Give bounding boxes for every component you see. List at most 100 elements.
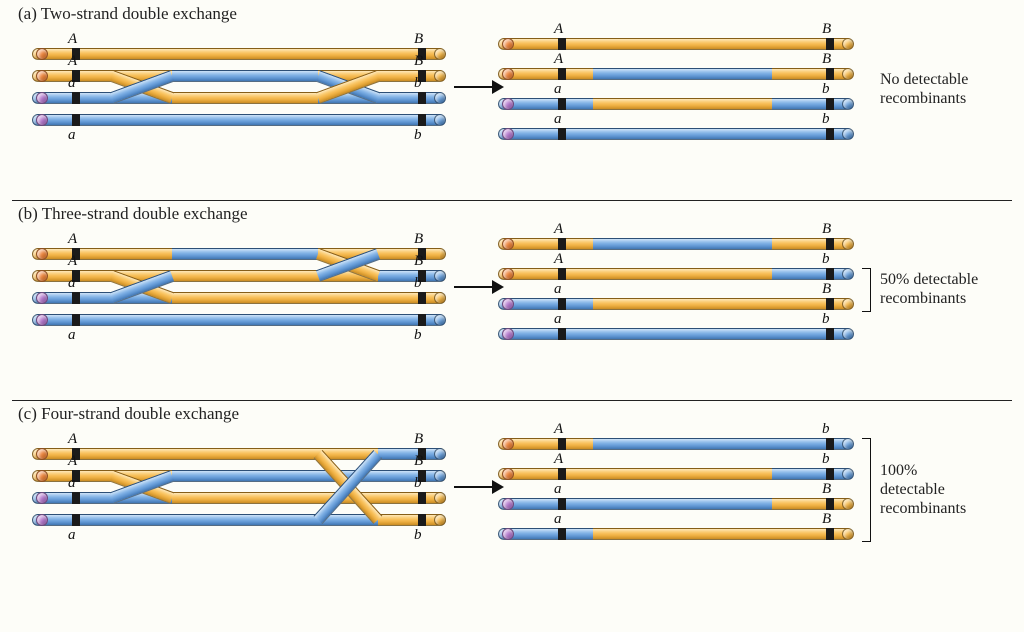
allele-label: b <box>414 475 422 492</box>
allele-label: A <box>68 253 77 270</box>
centromere-bead <box>502 498 514 510</box>
centromere-bead <box>36 92 48 104</box>
locus-B <box>826 238 834 250</box>
allele-label: A <box>554 51 563 68</box>
allele-label: a <box>68 527 76 544</box>
right-chromatid <box>504 38 848 50</box>
centromere-bead <box>502 438 514 450</box>
centromere-bead <box>502 238 514 250</box>
locus-B <box>826 328 834 340</box>
panel-title: (a) Two-strand double exchange <box>18 4 237 24</box>
right-chromatid <box>504 468 848 480</box>
locus-A <box>558 528 566 540</box>
locus-A <box>558 268 566 280</box>
bracket <box>862 438 871 542</box>
locus-A <box>558 238 566 250</box>
allele-label: A <box>554 221 563 238</box>
right-chromatid <box>504 268 848 280</box>
panel-caption: 100%detectablerecombinants <box>880 461 966 518</box>
locus-B <box>418 314 426 326</box>
right-chromatid <box>504 438 848 450</box>
arrow-icon <box>454 486 502 488</box>
centromere-bead <box>36 514 48 526</box>
allele-label: B <box>414 53 423 70</box>
centromere-bead <box>502 128 514 140</box>
bracket <box>862 268 871 312</box>
allele-label: B <box>414 431 423 448</box>
locus-B <box>418 114 426 126</box>
panel-caption: No detectablerecombinants <box>880 70 968 108</box>
locus-A <box>558 298 566 310</box>
allele-label: b <box>822 421 830 438</box>
centromere-bead <box>502 68 514 80</box>
centromere-bead <box>502 298 514 310</box>
locus-A <box>72 292 80 304</box>
left-chromatid <box>38 92 440 104</box>
allele-label: a <box>554 281 562 298</box>
locus-B <box>826 498 834 510</box>
allele-label: A <box>554 251 563 268</box>
left-chromatid <box>38 492 440 504</box>
locus-A <box>558 468 566 480</box>
centromere-bead <box>36 292 48 304</box>
locus-B <box>826 438 834 450</box>
centromere-bead <box>36 492 48 504</box>
allele-label: A <box>68 231 77 248</box>
right-chromatid <box>504 238 848 250</box>
centromere-bead <box>36 314 48 326</box>
allele-label: B <box>414 231 423 248</box>
locus-A <box>558 98 566 110</box>
allele-label: B <box>822 511 831 528</box>
arrow-icon <box>454 286 502 288</box>
allele-label: B <box>414 253 423 270</box>
allele-label: a <box>68 475 76 492</box>
allele-label: b <box>414 275 422 292</box>
right-chromatid <box>504 328 848 340</box>
allele-label: A <box>554 421 563 438</box>
locus-B <box>826 528 834 540</box>
arrow-icon <box>454 86 502 88</box>
allele-label: b <box>414 75 422 92</box>
allele-label: a <box>554 81 562 98</box>
allele-label: b <box>822 81 830 98</box>
locus-A <box>72 114 80 126</box>
centromere-bead <box>502 328 514 340</box>
allele-label: B <box>822 281 831 298</box>
allele-label: a <box>68 327 76 344</box>
locus-A <box>558 498 566 510</box>
panel-title: (c) Four-strand double exchange <box>18 404 239 424</box>
locus-A <box>558 68 566 80</box>
allele-label: a <box>554 511 562 528</box>
locus-B <box>826 38 834 50</box>
right-chromatid <box>504 128 848 140</box>
locus-B <box>826 298 834 310</box>
right-chromatid <box>504 298 848 310</box>
allele-label: a <box>68 127 76 144</box>
right-chromatid <box>504 98 848 110</box>
left-chromatid <box>38 270 440 282</box>
locus-A <box>558 438 566 450</box>
allele-label: B <box>414 31 423 48</box>
allele-label: b <box>822 451 830 468</box>
centromere-bead <box>36 114 48 126</box>
allele-label: a <box>68 275 76 292</box>
centromere-bead <box>36 270 48 282</box>
panel-a: (a) Two-strand double exchangeABABababAB… <box>0 0 1024 200</box>
locus-A <box>558 328 566 340</box>
left-chromatid <box>38 114 440 126</box>
centromere-bead <box>502 468 514 480</box>
left-chromatid <box>38 292 440 304</box>
allele-label: A <box>554 21 563 38</box>
allele-label: a <box>554 111 562 128</box>
allele-label: b <box>414 127 422 144</box>
panel-c: (c) Four-strand double exchangeABABababA… <box>0 400 1024 632</box>
allele-label: A <box>68 431 77 448</box>
panel-title: (b) Three-strand double exchange <box>18 204 248 224</box>
locus-B <box>826 268 834 280</box>
allele-label: A <box>68 31 77 48</box>
allele-label: A <box>68 53 77 70</box>
allele-label: b <box>414 327 422 344</box>
locus-A <box>558 38 566 50</box>
allele-label: a <box>554 481 562 498</box>
locus-B <box>826 128 834 140</box>
